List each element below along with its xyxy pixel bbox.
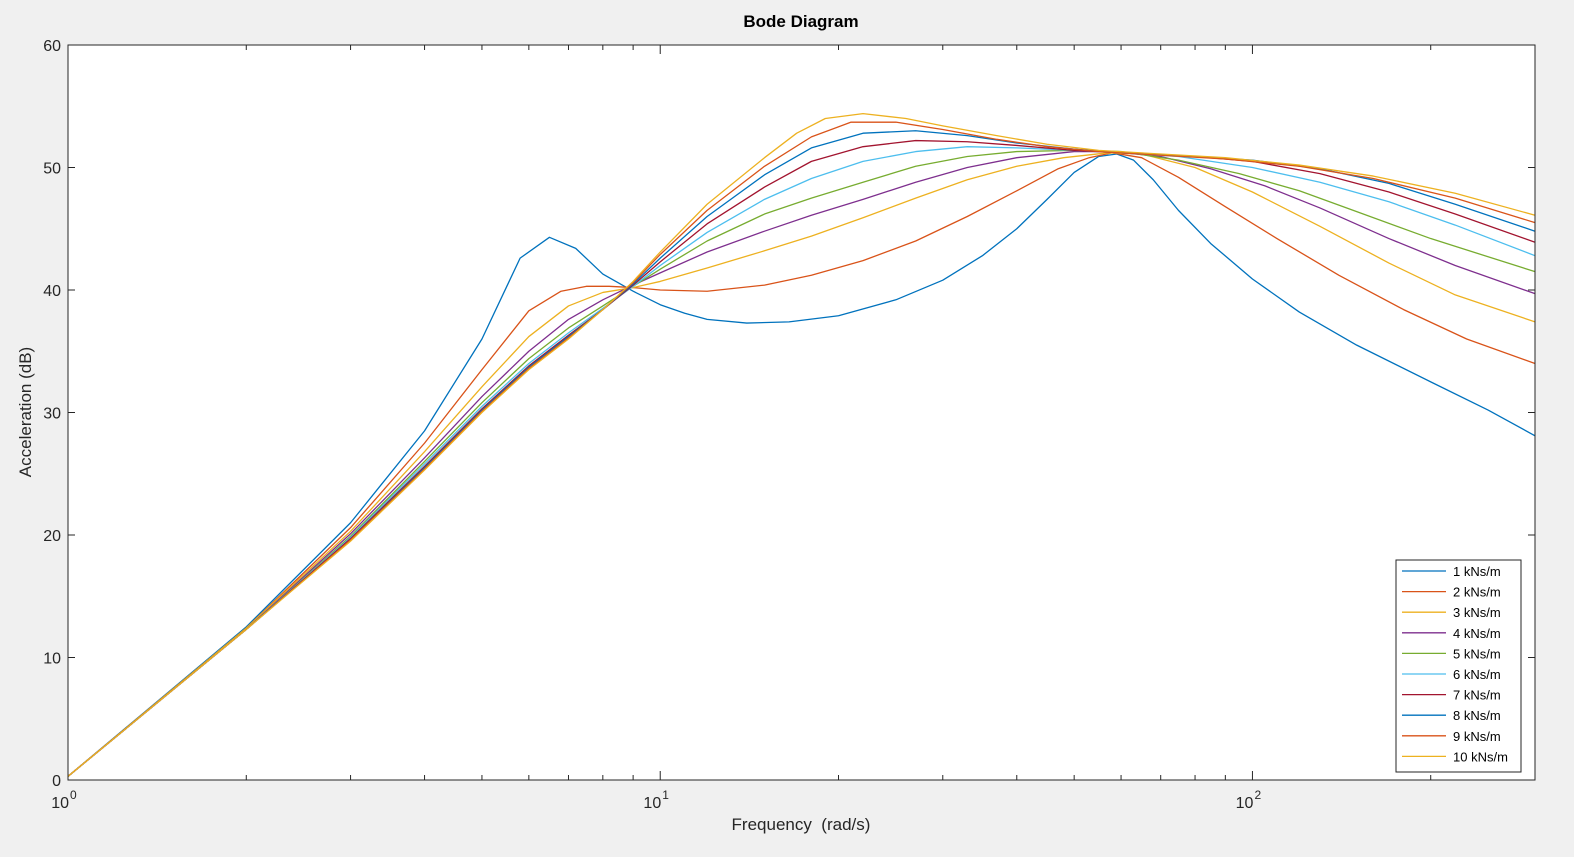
y-tick-label: 30 (43, 406, 61, 423)
legend-entry-label: 4 kNs/m (1453, 626, 1501, 641)
plot-area[interactable] (68, 45, 1535, 780)
y-tick-label: 40 (43, 283, 61, 300)
legend-entry-label: 6 kNs/m (1453, 667, 1501, 682)
y-tick-label: 10 (43, 651, 61, 668)
y-tick-label: 50 (43, 161, 61, 178)
x-tick-label-base: 10 (1236, 795, 1254, 812)
y-tick-label: 0 (52, 773, 61, 790)
series-line-4 (67, 150, 1536, 777)
series-line-5 (67, 149, 1536, 777)
x-axis-label: Frequency (rad/s) (732, 815, 871, 834)
legend-entry-label: 7 kNs/m (1453, 688, 1501, 703)
series-line-1 (67, 153, 1536, 777)
y-axis-label: Acceleration (dB) (16, 347, 35, 477)
legend-entry-label: 9 kNs/m (1453, 729, 1501, 744)
legend[interactable]: 1 kNs/m 2 kNs/m 3 kNs/m 4 kNs/m 5 kNs/m 6 kNs… (1395, 559, 1522, 773)
legend-entry-label: 5 kNs/m (1453, 646, 1501, 661)
x-tick-label-exponent: 1 (662, 788, 669, 802)
series-line-10 (67, 112, 1536, 777)
x-tick-label-base: 10 (643, 795, 661, 812)
series-layer (67, 112, 1536, 777)
legend-entry-label: 8 kNs/m (1453, 708, 1501, 723)
series-line-6 (67, 146, 1536, 777)
x-tick-label-base: 10 (51, 795, 69, 812)
x-tick-label-exponent: 2 (1254, 788, 1261, 802)
series-line-9 (67, 121, 1536, 777)
chart-title: Bode Diagram (743, 12, 858, 31)
y-tick-label: 20 (43, 528, 61, 545)
legend-entry-label: 2 kNs/m (1453, 585, 1501, 600)
legend-box (1395, 559, 1522, 773)
series-line-2 (67, 152, 1536, 777)
x-tick-label-exponent: 0 (70, 788, 77, 802)
y-tick-label: 60 (43, 38, 61, 55)
legend-entry-label: 1 kNs/m (1453, 564, 1501, 579)
legend-entry-label: 10 kNs/m (1453, 749, 1508, 764)
series-line-3 (67, 152, 1536, 777)
legend-entry-label: 3 kNs/m (1453, 605, 1501, 620)
